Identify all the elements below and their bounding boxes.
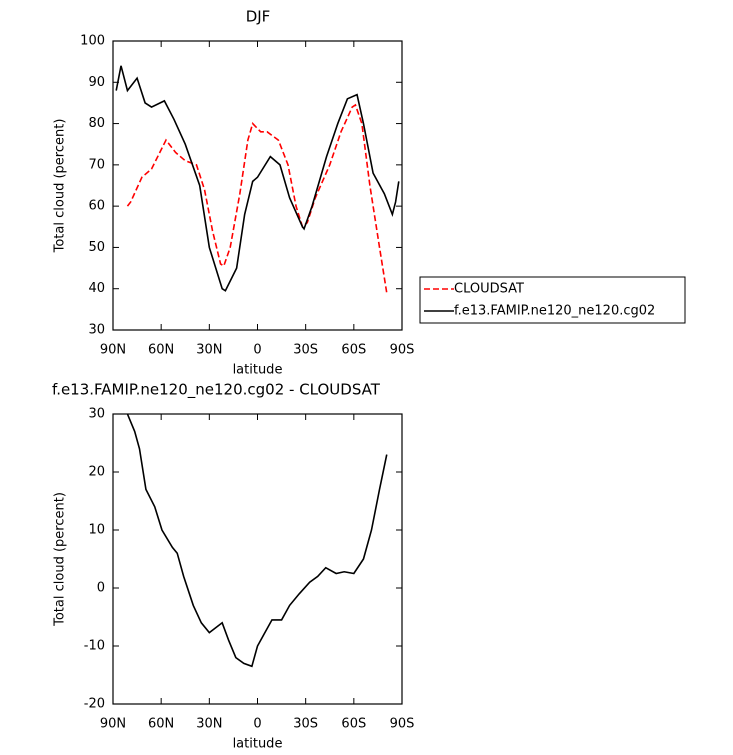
y-tick-label: 100	[80, 34, 105, 49]
x-tick-label: 30N	[196, 343, 222, 358]
y-tick-label: 0	[97, 581, 105, 596]
y-tick-label: 50	[88, 240, 105, 255]
x-tick-label: 0	[253, 717, 261, 732]
y-tick-label: -10	[84, 639, 105, 654]
series-line	[126, 413, 388, 668]
plot-frame	[112, 40, 403, 331]
legend-frame	[419, 276, 686, 324]
x-tick-label: 90S	[390, 717, 415, 732]
x-tick-label: 30N	[196, 717, 222, 732]
y-axis-label: Total cloud (percent)	[53, 119, 68, 254]
y-tick-label: 40	[88, 281, 105, 296]
x-tick-label: 60N	[148, 343, 174, 358]
legend-label: CLOUDSAT	[454, 282, 524, 297]
y-tick-label: 30	[88, 407, 105, 422]
x-tick-label: 60S	[341, 717, 366, 732]
x-tick-label: 90N	[100, 343, 126, 358]
y-axis-label: Total cloud (percent)	[53, 492, 68, 627]
y-tick-label: 90	[88, 75, 105, 90]
legend-label: f.e13.FAMIP.ne120_ne120.cg02	[454, 304, 655, 319]
series-line	[126, 103, 388, 293]
y-tick-label: 80	[88, 116, 105, 131]
y-tick-label: 10	[88, 523, 105, 538]
x-tick-label: 30S	[293, 717, 318, 732]
x-tick-label: 90N	[100, 717, 126, 732]
y-tick-label: -20	[84, 697, 105, 712]
y-tick-label: 30	[88, 323, 105, 338]
x-tick-label: 60S	[341, 343, 366, 358]
chart-title: DJF	[246, 8, 271, 26]
series-line	[115, 65, 400, 292]
y-tick-label: 60	[88, 199, 105, 214]
plot-frame	[112, 413, 403, 705]
x-tick-label: 0	[253, 343, 261, 358]
y-tick-label: 20	[88, 465, 105, 480]
x-tick-label: 90S	[390, 343, 415, 358]
x-tick-label: 30S	[293, 343, 318, 358]
x-tick-label: 60N	[148, 717, 174, 732]
x-axis-label: latitude	[233, 737, 283, 752]
x-axis-label: latitude	[233, 363, 283, 378]
y-tick-label: 70	[88, 157, 105, 172]
chart-title: f.e13.FAMIP.ne120_ne120.cg02 - CLOUDSAT	[52, 381, 381, 400]
